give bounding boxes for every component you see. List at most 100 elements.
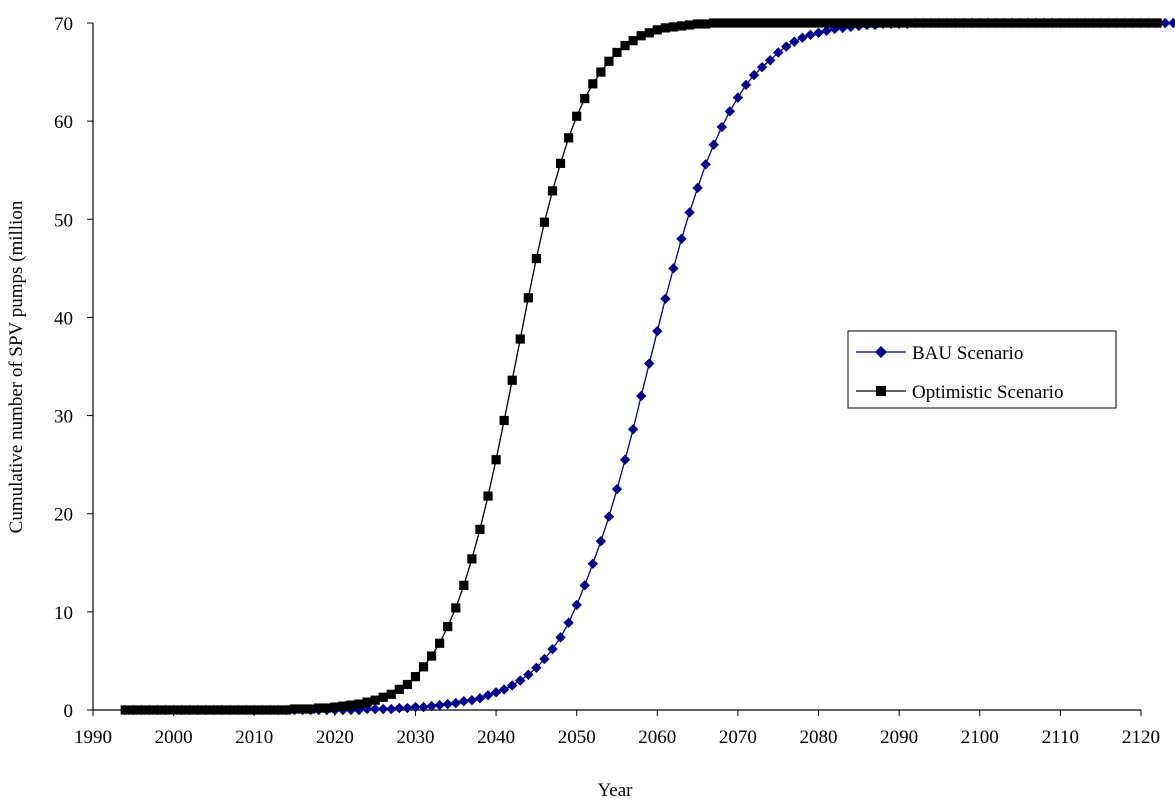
data-point (829, 23, 840, 35)
data-point (386, 703, 397, 715)
data-point (660, 293, 671, 304)
data-point (668, 22, 679, 32)
y-tick-label: 70 (54, 14, 73, 35)
data-point (983, 18, 993, 28)
data-point (555, 632, 566, 643)
data-point (458, 695, 470, 707)
data-point (902, 18, 912, 28)
data-point (1112, 18, 1122, 28)
data-point (555, 158, 566, 168)
x-tick-label: 2110 (1042, 727, 1079, 748)
data-point (322, 703, 332, 713)
data-point (652, 325, 663, 337)
data-point (169, 705, 179, 715)
y-tick-label: 0 (64, 701, 74, 722)
data-point (894, 18, 904, 28)
data-point (1015, 18, 1025, 28)
data-point (225, 705, 235, 715)
data-point (466, 694, 478, 706)
y-tick-label: 20 (54, 505, 73, 526)
x-tick-label: 2060 (638, 727, 676, 748)
data-point (797, 18, 808, 28)
data-point (362, 697, 372, 707)
data-point (612, 47, 622, 58)
data-point (910, 18, 920, 28)
data-point (580, 93, 590, 104)
data-point (926, 18, 936, 28)
data-point (1104, 18, 1114, 28)
data-point (854, 18, 864, 28)
data-point (813, 27, 824, 39)
data-point (1136, 18, 1146, 28)
data-point (507, 375, 517, 385)
data-point (741, 18, 751, 28)
data-point (386, 689, 396, 699)
data-point (846, 18, 856, 28)
data-point (491, 455, 501, 465)
data-point (241, 705, 251, 715)
data-point (781, 18, 791, 28)
data-point (627, 424, 639, 435)
legend: BAU Scenario Optimistic Scenario (847, 330, 1117, 409)
data-point (459, 580, 469, 590)
data-point (523, 293, 533, 303)
data-point (1079, 18, 1090, 28)
data-point (281, 705, 292, 715)
data-point (531, 662, 542, 673)
data-point (579, 580, 590, 591)
data-point (1031, 18, 1041, 28)
data-point (838, 18, 848, 28)
data-point (1055, 18, 1065, 28)
data-point (587, 558, 599, 569)
data-point (289, 704, 300, 714)
data-point (410, 672, 421, 682)
data-point (523, 669, 534, 680)
data-point (749, 18, 759, 28)
data-point (756, 61, 768, 73)
data-point (378, 703, 389, 715)
data-point (273, 705, 284, 715)
data-point (870, 18, 880, 28)
data-point (354, 699, 364, 709)
x-tick-label: 2040 (477, 727, 515, 748)
data-point (507, 680, 518, 691)
data-point (813, 18, 824, 28)
data-point (724, 106, 736, 117)
data-point (402, 702, 413, 714)
data-point (636, 31, 646, 41)
data-point (1007, 18, 1017, 28)
data-point (426, 651, 437, 661)
data-point (886, 18, 896, 28)
x-tick-label: 2030 (396, 727, 434, 748)
data-point (201, 705, 211, 715)
data-point (644, 28, 654, 38)
data-point (490, 687, 502, 698)
data-point (177, 705, 187, 715)
y-tick-label: 60 (54, 112, 73, 133)
data-point (676, 233, 687, 245)
x-tick-label: 2010 (235, 727, 273, 748)
data-point (959, 18, 969, 28)
data-point (498, 684, 510, 695)
data-point (136, 705, 146, 715)
data-point (185, 705, 195, 715)
data-point (499, 415, 509, 426)
data-point (265, 705, 275, 715)
data-point (418, 662, 429, 672)
data-point (588, 79, 598, 89)
data-point (369, 703, 381, 715)
x-axis-title: Year (597, 780, 633, 801)
data-point (692, 182, 703, 194)
data-point (765, 18, 775, 28)
data-point (757, 18, 767, 28)
data-point (193, 705, 203, 715)
data-point (128, 705, 138, 715)
data-point (378, 692, 388, 702)
data-point (837, 22, 848, 34)
data-point (603, 511, 615, 522)
data-point (483, 491, 493, 501)
data-point (547, 186, 558, 196)
data-point (708, 139, 719, 150)
data-point (539, 217, 550, 227)
data-point (451, 603, 461, 613)
